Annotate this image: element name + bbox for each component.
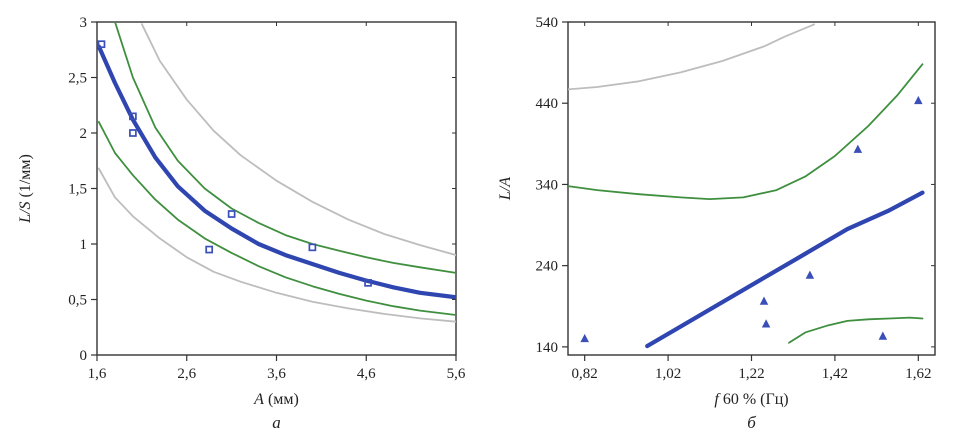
- x-axis-label-var: A: [253, 391, 264, 408]
- data-point: [878, 331, 888, 340]
- x-tick-label: 2,6: [177, 366, 196, 382]
- plot-frame: [96, 21, 457, 356]
- curves: [568, 23, 925, 349]
- y-tick-label: 340: [536, 177, 559, 193]
- x-tick-label: 4,6: [357, 366, 376, 382]
- series-confidence-upper: [568, 63, 924, 201]
- y-axis-label: L/S (1/мм): [17, 154, 34, 224]
- series-fit: [645, 190, 925, 349]
- series-prediction-upper: [140, 23, 456, 257]
- series-confidence-upper: [114, 22, 456, 274]
- y-tick-label: 1: [80, 237, 88, 253]
- series-prediction-upper: [568, 23, 815, 91]
- data-point: [761, 319, 771, 328]
- y-axis-label: L/A: [497, 177, 514, 201]
- x-axis-label: f 60 % (Гц): [714, 391, 788, 408]
- x-axis-label-unit: 60 % (Гц): [723, 391, 789, 408]
- x-tick-label: 5,6: [447, 366, 466, 382]
- panel-caption: a: [272, 413, 281, 432]
- series-fit: [97, 44, 456, 300]
- chart-panel-b: 0,82 1,02 1,22 1,42 1,62 140 240 340 440 540 f 60 …: [497, 15, 936, 432]
- y-tick-label: 2,5: [68, 71, 87, 87]
- data-point: [364, 279, 372, 287]
- y-tick-label: 1,5: [68, 182, 87, 198]
- y-axis-label-var: L/S: [17, 202, 34, 224]
- y-axis-label-unit: (1/мм): [17, 154, 34, 197]
- x-axis-label-var: f: [714, 391, 721, 408]
- x-tick-label: 0,82: [572, 366, 598, 382]
- data-point: [205, 245, 214, 254]
- data-point: [227, 210, 236, 218]
- y-tick-label: 240: [536, 259, 559, 275]
- y-tick-label: 540: [536, 15, 559, 31]
- data-point: [97, 40, 106, 49]
- plot-frame: [567, 21, 936, 356]
- series-confidence-lower: [97, 121, 456, 316]
- x-tick-label: 1,22: [738, 366, 764, 382]
- y-tick-label: 440: [536, 96, 559, 112]
- panel-caption: б: [747, 413, 756, 432]
- data-point: [914, 95, 923, 105]
- data-point: [129, 129, 137, 137]
- data-point: [308, 243, 317, 252]
- data-point: [580, 333, 589, 343]
- y-axis-label-var: L/A: [497, 177, 514, 201]
- x-tick-label: 1,02: [655, 366, 681, 382]
- y-tick-label: 140: [536, 340, 559, 356]
- chart-panel-a: 1,6 2,6 3,6 4,6 5,6 0 0,5 1 1,5 2 2,5 3 A (мм) L/S (1…: [17, 15, 466, 432]
- x-axis-label: A (мм): [253, 391, 299, 408]
- y-tick-label: 0: [80, 348, 88, 364]
- y-tick-label: 3: [80, 15, 88, 31]
- series-prediction-lower: [97, 167, 456, 323]
- data-point: [759, 296, 769, 305]
- data-point: [853, 144, 863, 153]
- x-tick-label: 1,6: [88, 366, 107, 382]
- series-confidence-lower: [788, 316, 924, 344]
- data-point: [129, 112, 137, 121]
- x-tick-label: 3,6: [267, 366, 286, 382]
- x-tick-label: 1,62: [905, 366, 931, 382]
- y-tick-label: 0,5: [68, 293, 87, 309]
- y-tick-label: 2: [80, 126, 88, 142]
- x-tick-label: 1,42: [822, 366, 848, 382]
- curves: [97, 22, 456, 323]
- data-point: [805, 270, 815, 279]
- x-axis-label-unit: (мм): [268, 391, 299, 408]
